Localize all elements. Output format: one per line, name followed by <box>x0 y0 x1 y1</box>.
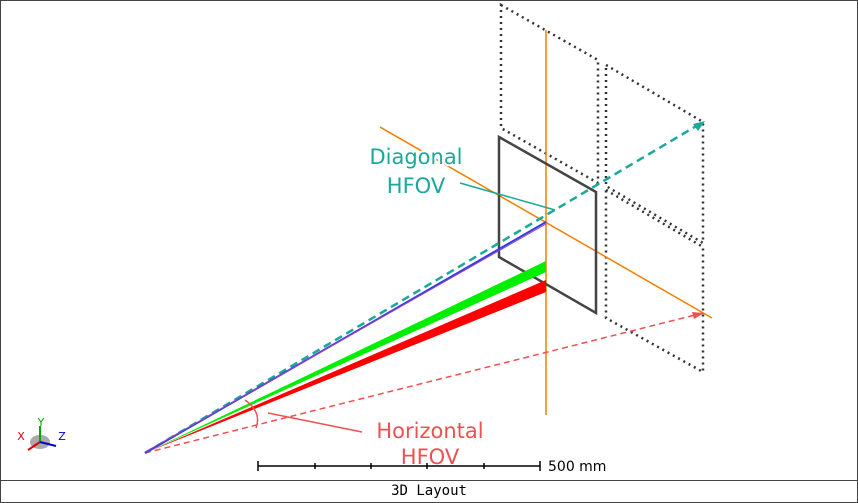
footer-title: 3D Layout <box>391 483 467 499</box>
axis-triad <box>27 426 57 451</box>
hfov-arc <box>244 399 259 429</box>
scale-bar <box>257 461 541 471</box>
horizontal-arrow <box>692 312 704 319</box>
green-ray-bundle <box>145 261 546 453</box>
horizontal-ray <box>144 312 704 454</box>
diagonal-ray <box>144 120 704 455</box>
horizontal-leader <box>267 412 363 433</box>
diagonal-arrow <box>693 121 705 131</box>
sensor-plane <box>497 134 598 316</box>
diagonal-label: HFOV <box>387 174 446 198</box>
horizontal-label: Horizontal <box>376 419 483 443</box>
scale-label: 500 mm <box>548 459 606 475</box>
violet-ray <box>144 223 547 453</box>
axis-x-label: X <box>17 430 25 443</box>
axis-z-label: Z <box>58 430 66 443</box>
axis-y-label: Y <box>37 416 45 429</box>
diagonal-leader <box>459 182 556 211</box>
red-ray-bundle <box>145 280 546 453</box>
diagonal-label: Diagonal <box>369 145 462 169</box>
